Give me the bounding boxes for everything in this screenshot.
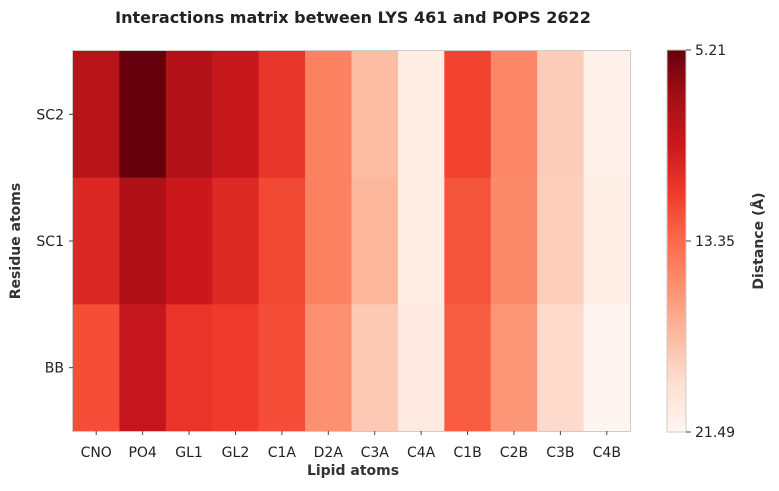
- heatmap-cell: [73, 177, 121, 305]
- heatmap-cell: [73, 51, 121, 179]
- heatmap-cell: [212, 304, 260, 432]
- x-tick-label: C1A: [268, 445, 297, 461]
- heatmap-cell: [537, 304, 585, 432]
- heatmap-cell: [73, 304, 121, 432]
- x-tick-label: C4B: [593, 445, 621, 461]
- heatmap-cell: [583, 304, 631, 432]
- heatmap-cell: [305, 304, 353, 432]
- heatmap-cell: [258, 51, 306, 179]
- heatmap-cell: [305, 51, 353, 179]
- heatmap-cell: [258, 177, 306, 305]
- x-tick-label: GL1: [175, 445, 203, 461]
- chart-title: Interactions matrix between LYS 461 and …: [115, 8, 591, 27]
- heatmap-cell: [165, 304, 213, 432]
- colorbar: [666, 49, 687, 433]
- heatmap-cell: [119, 51, 167, 179]
- x-axis-label: Lipid atoms: [307, 463, 399, 479]
- heatmap-cell: [397, 51, 445, 179]
- colorbar-tick-label: 5.21: [695, 43, 726, 59]
- colorbar-tick-label: 21.49: [695, 425, 735, 441]
- heatmap-cell: [444, 304, 492, 432]
- colorbar-tick-label: 13.35: [695, 234, 735, 250]
- y-tick-label: SC2: [36, 107, 64, 123]
- heatmap-cell: [490, 177, 538, 305]
- x-tick-label: PO4: [128, 445, 156, 461]
- heatmap-cell: [583, 177, 631, 305]
- colorbar-label: Distance (Å): [750, 192, 767, 289]
- heatmap-cell: [490, 304, 538, 432]
- heatmap-cell: [444, 51, 492, 179]
- colorbar-ticks: 5.21 13.35 21.49: [686, 43, 735, 441]
- heatmap-cell: [490, 51, 538, 179]
- x-tick-label: C3A: [361, 445, 390, 461]
- y-tick-labels: SC2 SC1 BB: [36, 107, 73, 377]
- y-tick-label: BB: [45, 361, 64, 377]
- x-tick-labels: CNO PO4 GL1 GL2 C1A D2A C3A C4A C1B C2B C3B C4B: [81, 431, 621, 461]
- x-tick-label: D2A: [314, 445, 344, 461]
- heatmap-cell: [397, 304, 445, 432]
- heatmap-cell: [165, 51, 213, 179]
- heatmap-cell: [351, 177, 399, 305]
- x-tick-label: C2B: [500, 445, 528, 461]
- heatmap-cell: [351, 304, 399, 432]
- heatmap-cell: [583, 51, 631, 179]
- heatmap-cell: [212, 177, 260, 305]
- x-tick-label: C1B: [453, 445, 481, 461]
- y-axis-label: Residue atoms: [8, 183, 24, 299]
- heatmap-cell: [397, 177, 445, 305]
- x-tick-label: C3B: [546, 445, 574, 461]
- x-tick-label: C4A: [407, 445, 436, 461]
- heatmap-cells: [73, 51, 631, 432]
- heatmap-cell: [212, 51, 260, 179]
- x-tick-label: CNO: [81, 445, 112, 461]
- heatmap-cell: [258, 304, 306, 432]
- heatmap-cell: [119, 177, 167, 305]
- heatmap-cell: [351, 51, 399, 179]
- heatmap-cell: [119, 304, 167, 432]
- heatmap-cell: [444, 177, 492, 305]
- heatmap-cell: [537, 177, 585, 305]
- heatmap-cell: [305, 177, 353, 305]
- x-tick-label: GL2: [222, 445, 250, 461]
- y-tick-label: SC1: [36, 234, 64, 250]
- heatmap-cell: [165, 177, 213, 305]
- heatmap-cell: [537, 51, 585, 179]
